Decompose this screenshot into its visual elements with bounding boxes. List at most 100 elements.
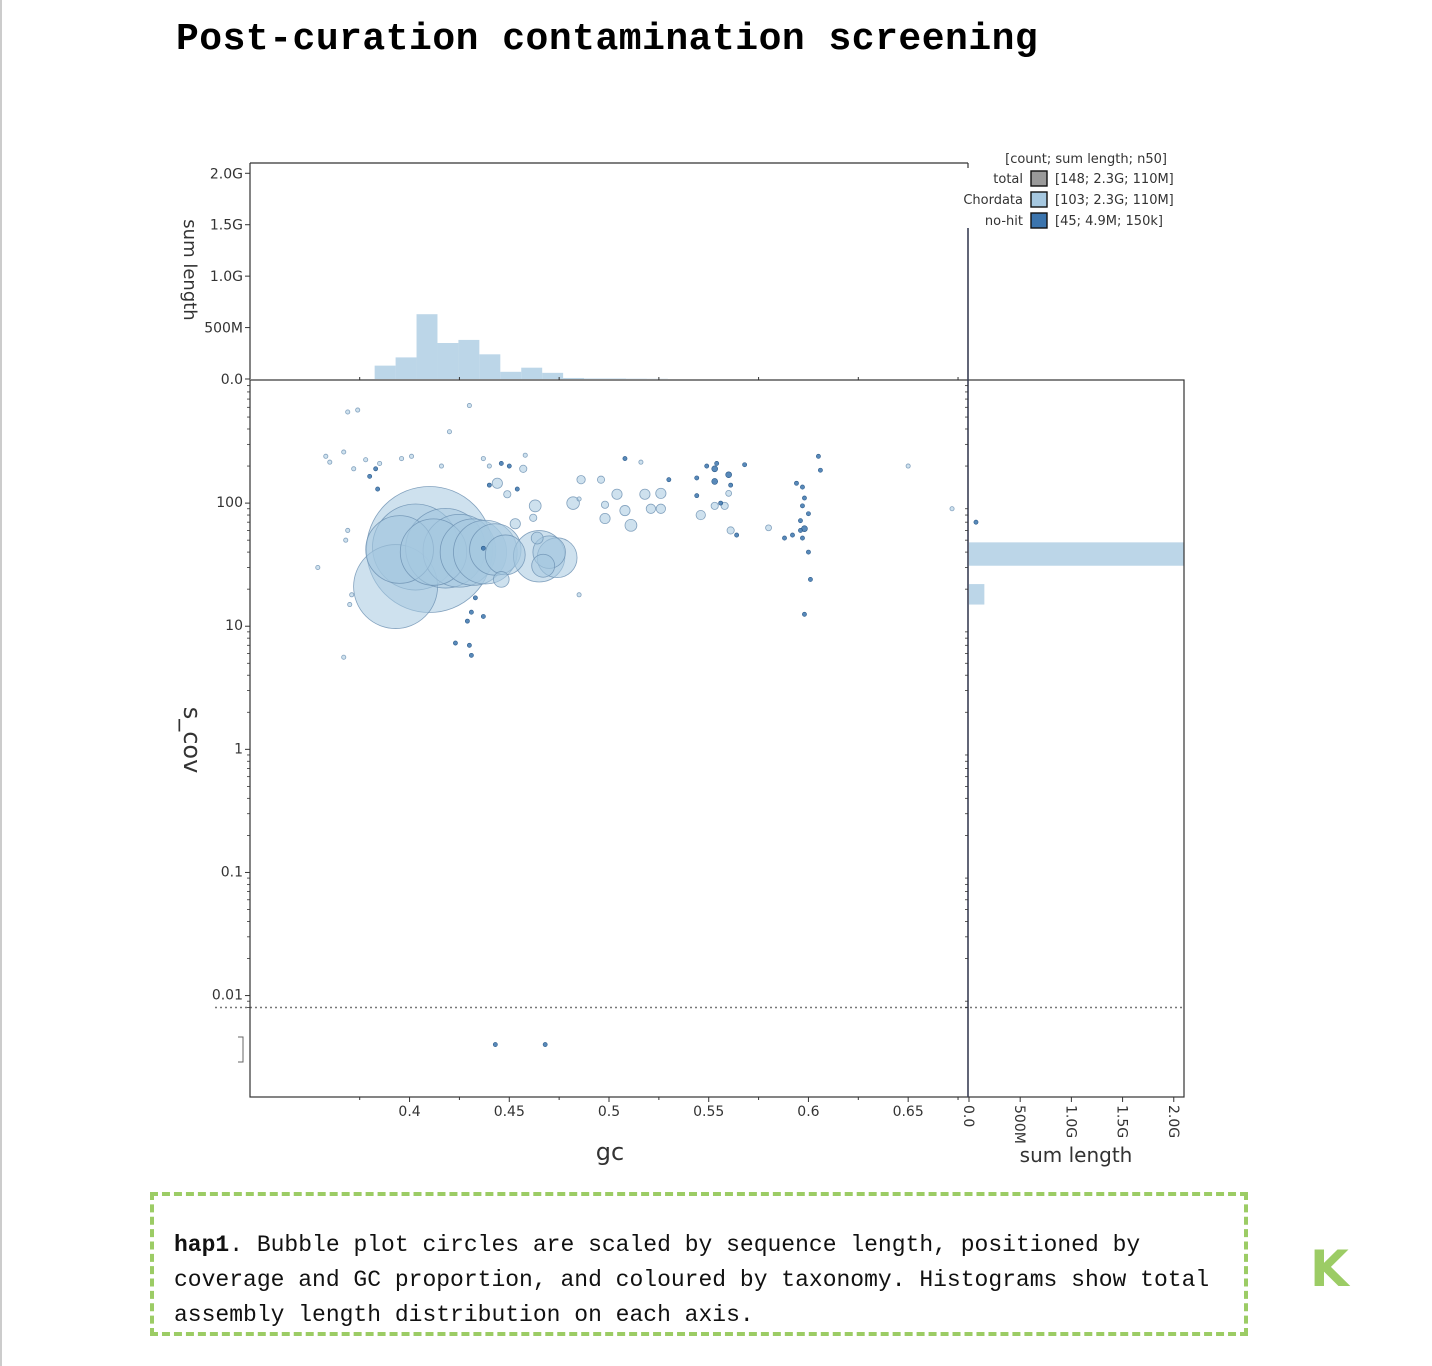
bubble-chordata [519, 464, 528, 473]
bubble-chordata [363, 457, 369, 463]
bubble-no-hit [725, 471, 732, 479]
right-hist-axis-label: sum length [1020, 1143, 1133, 1167]
bubble-no-hit [373, 466, 379, 472]
bubble-chordata [949, 506, 955, 512]
top-hist-bar [542, 372, 564, 379]
bubble-no-hit [800, 503, 805, 509]
x-tick-label: 0.6 [797, 1104, 819, 1120]
top-hist-bar [374, 365, 396, 379]
y-axis-label: s_cov [178, 707, 206, 774]
top-hist-tick-label: 500M [204, 321, 243, 337]
bubble-no-hit [498, 461, 504, 466]
bubble-no-hit [806, 511, 811, 517]
panel-letter: K [1310, 1240, 1349, 1298]
bubble-chordata [466, 403, 472, 409]
bubble-no-hit [472, 595, 478, 601]
bubble-chordata [409, 453, 415, 459]
right-histogram [969, 542, 1184, 605]
legend: [count; sum length; n50] total [148; 2.3G;… [963, 152, 1173, 229]
bubble-no-hit [798, 528, 803, 533]
bubble-chordata [655, 487, 667, 499]
bubble-no-hit [704, 463, 710, 469]
bubble-chordata [446, 429, 452, 435]
bubble-no-hit [711, 478, 718, 485]
legend-header: [count; sum length; n50] [1005, 152, 1167, 167]
bubble-chordata [599, 512, 611, 525]
bubble-chordata [566, 496, 580, 510]
bubble-no-hit [694, 493, 700, 499]
bubble-chordata [600, 500, 610, 509]
bubble-no-hit [711, 465, 718, 473]
x-tick-label: 0.65 [893, 1104, 924, 1120]
zero-coverage-bracket [238, 1036, 244, 1063]
bubble-no-hit [714, 461, 720, 466]
top-hist-tick-label: 1.5G [210, 218, 243, 234]
bubble-chordata [576, 592, 582, 598]
y-tick-label: 100 [216, 495, 243, 511]
bubble-no-hit [542, 1042, 548, 1047]
bubble-chordata [399, 456, 405, 462]
bubble-chordata [349, 592, 355, 598]
bubble-chordata [327, 459, 333, 465]
bubble-chordata [596, 475, 606, 484]
top-hist-bar [584, 378, 606, 379]
bubble-chordata [486, 463, 492, 469]
x-tick-label: 0.5 [598, 1104, 620, 1120]
x-tick-label: 0.45 [494, 1104, 525, 1120]
bubble-chordata [619, 505, 631, 517]
bubble-no-hit [973, 519, 979, 525]
bubble-no-hit [694, 475, 700, 481]
bubble-chordata [576, 496, 582, 502]
bubble-no-hit [802, 611, 807, 617]
legend-swatch [1030, 170, 1048, 187]
bubble-chordata [341, 654, 347, 660]
bubble-chordata [343, 537, 349, 543]
top-hist-bar [458, 339, 480, 379]
bubble-no-hit [800, 484, 805, 490]
bubble-chordata [528, 499, 542, 513]
bubble-no-hit [492, 1042, 498, 1047]
bubble-chordata [695, 509, 706, 521]
bubble-no-hit [514, 486, 520, 492]
top-hist-bar [563, 377, 585, 379]
top-hist-tick-label: 0.0 [221, 372, 243, 388]
bubble-chordata [529, 513, 538, 522]
bubble-no-hit [782, 535, 787, 541]
bubble-chordata [522, 452, 528, 458]
bubble-chordata [438, 463, 444, 469]
caption-body: . Bubble plot circles are scaled by sequ… [174, 1232, 1210, 1328]
legend-entry-name: total [993, 172, 1023, 187]
bubble-no-hit [506, 463, 512, 469]
bubble-chordata [480, 456, 486, 462]
bubble-chordata [493, 571, 510, 588]
bubble-chordata [315, 564, 321, 570]
bubble-no-hit [375, 486, 381, 492]
bubble-no-hit [480, 545, 486, 551]
right-hist-tick-label: 1.5G [1114, 1105, 1130, 1138]
bubble-chordata [323, 453, 329, 459]
bubble-no-hit [728, 482, 734, 488]
bubble-no-hit [453, 640, 458, 646]
top-hist-bar [479, 354, 501, 379]
bubble-chordata [645, 503, 656, 514]
y-tick-label: 0.01 [212, 988, 243, 1004]
bubble-chordata [351, 466, 357, 472]
top-hist-bar [521, 367, 543, 379]
bubble-chordata [905, 463, 911, 469]
legend-entry-name: no-hit [985, 214, 1023, 229]
x-tick-label: 0.55 [693, 1104, 724, 1120]
bubble-no-hit [718, 500, 724, 506]
bubble-no-hit [480, 614, 486, 619]
legend-entry-stats: [148; 2.3G; 110M] [1055, 172, 1174, 187]
bubble-no-hit [622, 456, 628, 461]
y-tick-label: 0.1 [221, 864, 243, 880]
legend-swatch [1030, 212, 1048, 229]
bubble-no-hit [806, 549, 811, 555]
x-tick-label: 0.4 [398, 1104, 420, 1120]
legend-swatch [1030, 191, 1048, 208]
right-hist-tick-label: 1.0G [1062, 1105, 1078, 1138]
bubble-no-hit [486, 482, 492, 488]
top-hist-bar [416, 314, 438, 379]
bubble-no-hit [800, 535, 805, 541]
bubble-chordata [531, 553, 556, 578]
